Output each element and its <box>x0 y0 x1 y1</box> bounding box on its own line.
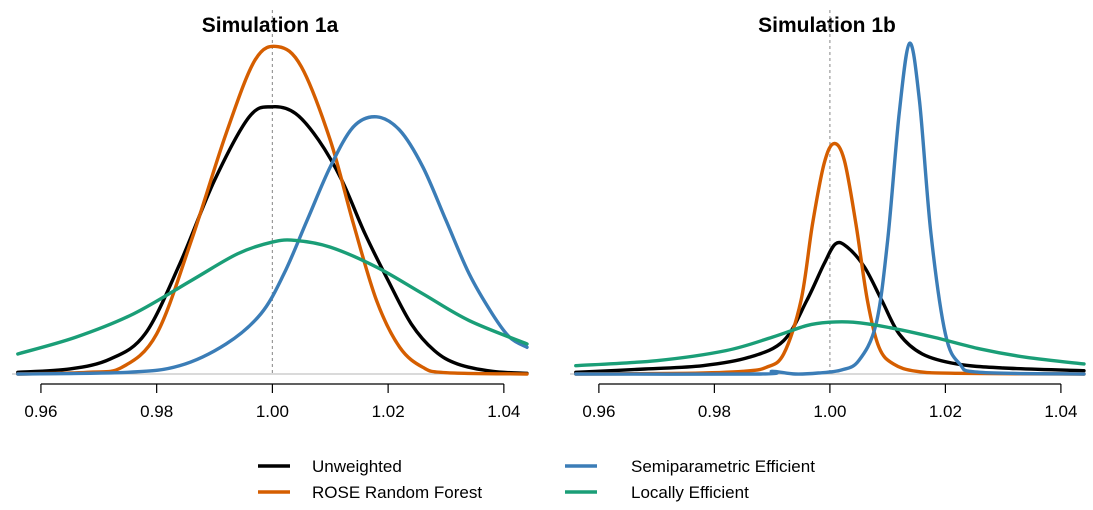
density-curves <box>16 44 529 376</box>
legend-item-semiparametric-efficient: Semiparametric Efficient <box>565 457 815 476</box>
legend-label-rose-random-forest: ROSE Random Forest <box>312 483 482 502</box>
legend-item-unweighted: Unweighted <box>258 457 402 476</box>
panel-simulation-1b: Simulation 1b 0.96 0.98 1.00 1.02 1.04 <box>570 10 1086 421</box>
x-tick-label: 1.04 <box>1044 402 1077 421</box>
x-tick-label: 0.98 <box>698 402 731 421</box>
x-tick-label: 1.00 <box>256 402 289 421</box>
legend-item-rose-random-forest: ROSE Random Forest <box>258 483 482 502</box>
x-tick-label: 1.04 <box>487 402 520 421</box>
legend-label-unweighted: Unweighted <box>312 457 402 476</box>
series-line-unweighted <box>16 104 529 376</box>
x-tick-label: 0.96 <box>24 402 57 421</box>
series-line-locally-efficient <box>574 320 1086 368</box>
density-curves <box>574 41 1086 376</box>
series-line-unweighted <box>574 240 1086 375</box>
x-tick-label: 0.96 <box>582 402 615 421</box>
series-line-rose-random-forest <box>574 141 1086 376</box>
series-line-semiparametric-efficient <box>16 115 529 376</box>
panel-title: Simulation 1b <box>758 14 896 37</box>
series-line-semiparametric-efficient <box>574 41 1086 376</box>
x-axis-ticks: 0.96 0.98 1.00 1.02 1.04 <box>24 384 520 421</box>
legend: Unweighted ROSE Random Forest Semiparame… <box>258 457 815 502</box>
series-line-locally-efficient <box>16 238 529 356</box>
legend-label-locally-efficient: Locally Efficient <box>631 483 749 502</box>
x-axis-ticks: 0.96 0.98 1.00 1.02 1.04 <box>582 384 1077 421</box>
panel-title: Simulation 1a <box>202 14 339 37</box>
panel-simulation-1a: Simulation 1a 0.96 0.98 1.00 1.02 1.04 <box>12 10 529 421</box>
series-line-rose-random-forest <box>16 44 529 376</box>
x-tick-label: 1.02 <box>929 402 962 421</box>
x-tick-label: 1.00 <box>813 402 846 421</box>
x-tick-label: 1.02 <box>372 402 405 421</box>
x-tick-label: 0.98 <box>140 402 173 421</box>
legend-label-semiparametric-efficient: Semiparametric Efficient <box>631 457 815 476</box>
legend-item-locally-efficient: Locally Efficient <box>565 483 749 502</box>
